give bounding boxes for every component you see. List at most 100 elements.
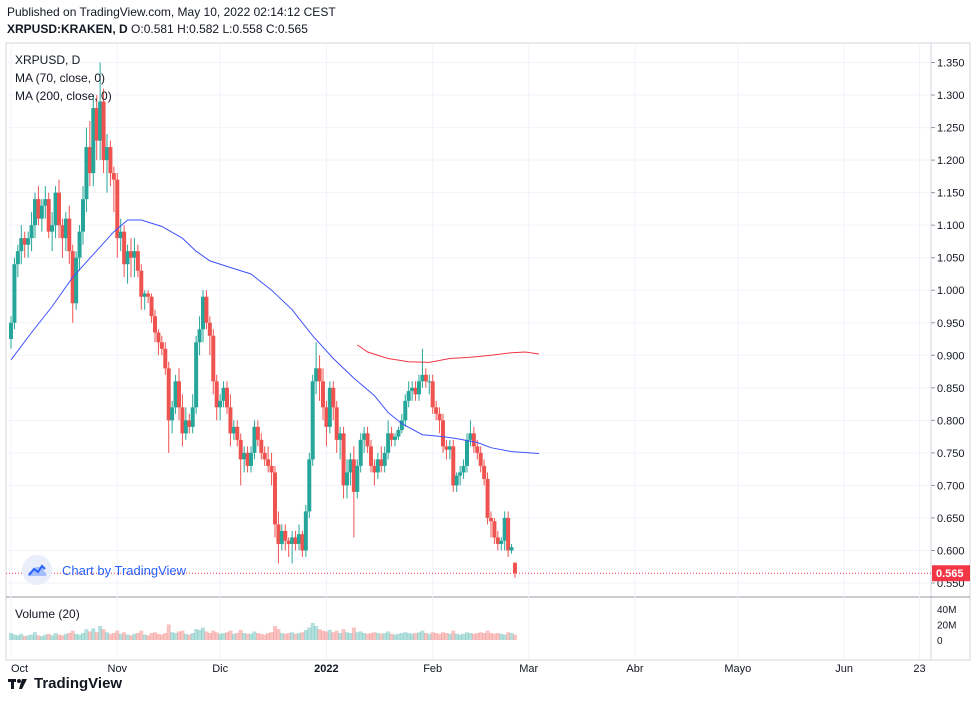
volume-bar: [482, 633, 487, 640]
volume-bar: [98, 626, 103, 640]
volume-bar: [163, 633, 168, 640]
candle-body: [430, 381, 435, 408]
volume-bar: [440, 632, 445, 640]
candle-body: [303, 511, 308, 551]
candle-body: [53, 192, 58, 226]
volume-bar: [348, 633, 353, 640]
candle-body: [290, 537, 295, 544]
candle-body: [471, 433, 476, 447]
candle-body: [125, 251, 130, 265]
footer-brand-text: TradingView: [34, 675, 123, 692]
volume-bar: [386, 631, 391, 640]
volume-bar: [475, 633, 480, 640]
volume-bar: [351, 627, 356, 640]
volume-tick-label: 0: [937, 636, 943, 647]
price-tick-label: 1.200: [937, 155, 965, 167]
candle-body: [447, 446, 452, 450]
candle-body: [180, 407, 185, 434]
candle-body: [307, 459, 312, 512]
volume-bar: [15, 635, 20, 640]
candle-body: [146, 293, 151, 297]
volume-bar: [197, 629, 202, 640]
candle-body: [451, 446, 456, 486]
volume-bar: [132, 633, 137, 640]
volume-bar: [228, 630, 233, 640]
candle-body: [283, 530, 288, 541]
volume-bar: [149, 633, 154, 640]
volume-bar: [22, 636, 27, 640]
tradingview-watermark[interactable]: Chart by TradingView: [22, 555, 186, 585]
volume-bar: [262, 634, 267, 640]
volume-bar: [399, 633, 404, 640]
tradingview-logo-icon: [8, 678, 27, 689]
volume-bar: [434, 633, 439, 640]
candle-body: [22, 238, 27, 245]
volume-bar: [389, 633, 394, 640]
candle-body: [149, 296, 154, 317]
legend-ma200: MA (200, close, 0): [15, 89, 112, 103]
candle-body: [317, 368, 322, 382]
volume-bar: [334, 630, 339, 640]
candle-body: [286, 540, 291, 544]
candle-body: [87, 147, 92, 174]
close-label: C:: [265, 22, 278, 36]
volume-bar: [512, 634, 517, 640]
volume-bar: [296, 633, 301, 640]
time-tick-label: Feb: [423, 663, 442, 675]
candle-body: [245, 452, 250, 466]
candle-body: [413, 387, 418, 395]
candle-body: [12, 264, 17, 323]
volume-bar: [317, 629, 322, 640]
volume-bar: [176, 631, 181, 640]
ma200-line: [357, 344, 540, 363]
volume-bar: [458, 634, 463, 640]
price-tick-label: 0.850: [937, 383, 965, 395]
candle-body: [142, 293, 147, 297]
candle-body: [224, 387, 229, 408]
candle-body: [228, 407, 233, 434]
volume-bar: [300, 632, 305, 640]
candle-body: [382, 452, 387, 466]
footer-brand[interactable]: TradingView: [8, 675, 122, 692]
candle-body: [183, 420, 188, 434]
candle-body: [200, 296, 205, 330]
volume-bar: [423, 633, 428, 640]
volume-bar: [26, 635, 31, 640]
volume-bar: [290, 632, 295, 640]
candle-body: [461, 465, 466, 473]
candle-body: [43, 199, 48, 206]
volume-bar: [447, 633, 452, 640]
candle-body: [56, 192, 61, 226]
time-tick-label: 23: [913, 663, 925, 675]
volume-bar: [19, 633, 24, 640]
volume-bar: [310, 622, 315, 640]
volume-bar: [146, 635, 151, 640]
candle-body: [440, 420, 445, 447]
price-tick-label: 1.300: [937, 90, 965, 102]
candle-body: [355, 465, 360, 492]
candle-body: [506, 517, 511, 551]
candle-body: [372, 465, 377, 473]
candle-body: [46, 199, 51, 232]
volume-bar: [87, 631, 92, 640]
cloud-icon: [22, 555, 52, 585]
candle-body: [77, 231, 82, 258]
volume-bar: [159, 634, 164, 640]
volume-bar: [67, 633, 72, 640]
candle-body: [187, 420, 192, 427]
candle-body: [214, 381, 219, 408]
candle-body: [101, 101, 106, 161]
outer-frame: [5, 42, 971, 661]
volume-bar: [139, 630, 144, 640]
volume-tick-label: 40M: [937, 605, 956, 616]
candle-body: [324, 407, 329, 427]
candle-body: [262, 452, 267, 460]
candle-body: [416, 381, 421, 395]
volume-bar: [50, 635, 55, 640]
volume-bar: [495, 633, 500, 640]
volume-bar: [355, 632, 360, 640]
candle-body: [396, 430, 401, 437]
volume-bar: [307, 627, 312, 640]
volume-bar: [224, 632, 229, 640]
